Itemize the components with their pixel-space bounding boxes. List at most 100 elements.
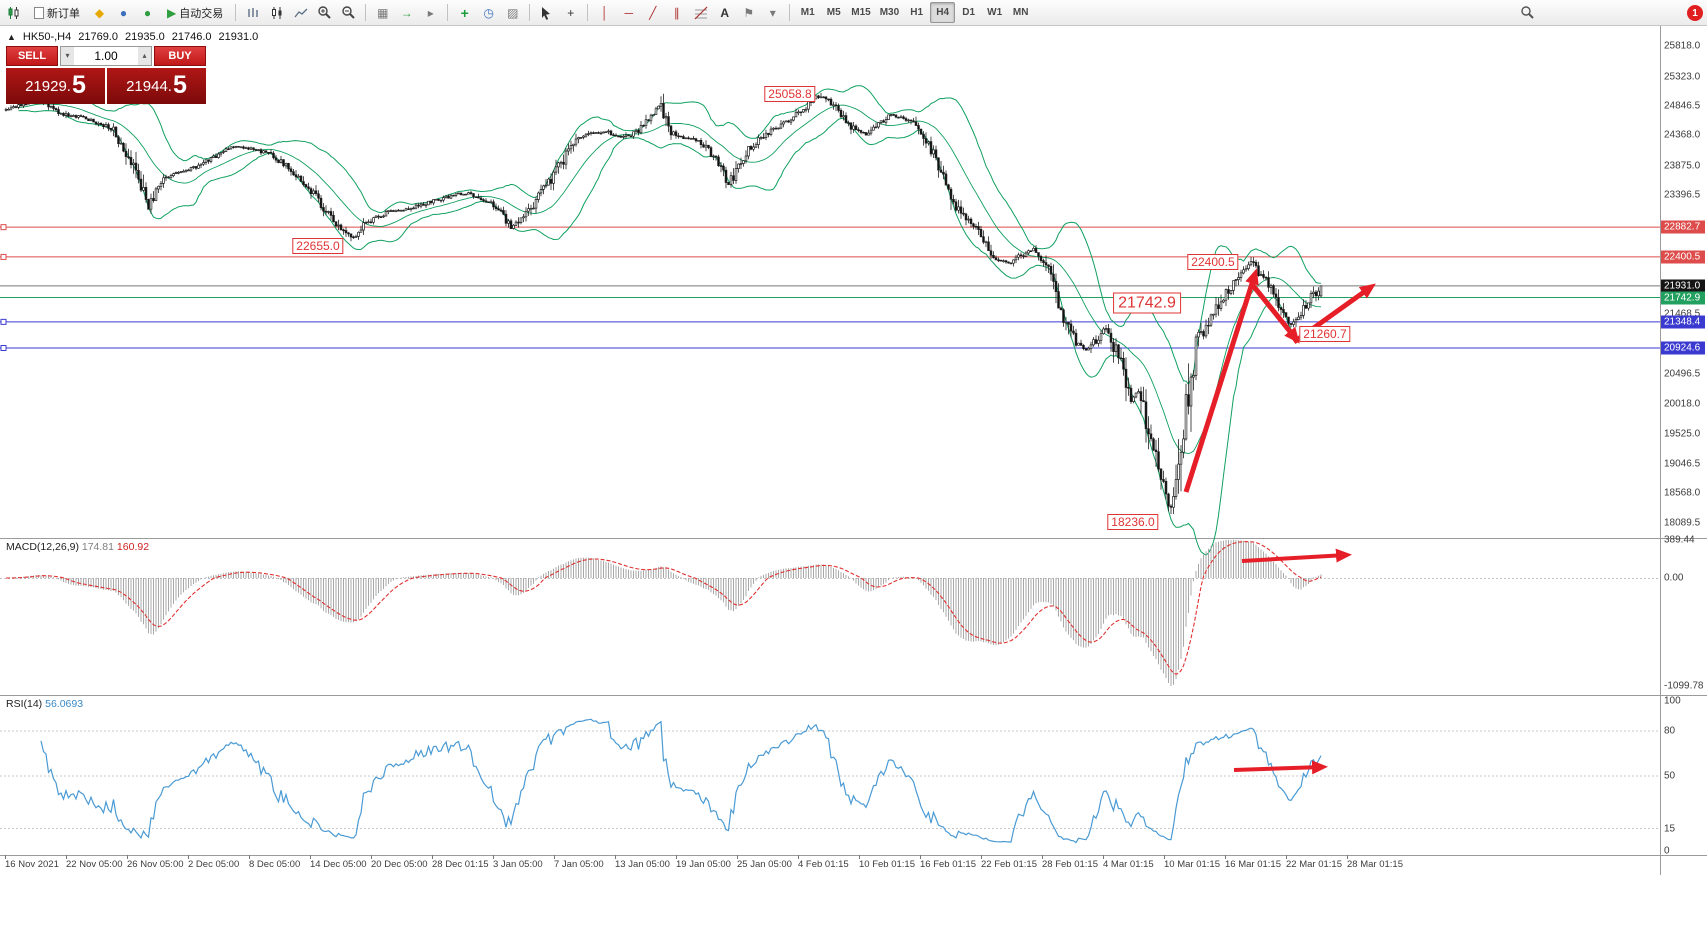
periods-button[interactable]: ◷	[477, 2, 500, 23]
chevron-down-icon: ▾	[769, 5, 776, 20]
toolbar-separator	[529, 4, 531, 21]
sell-price[interactable]: 21929. 5	[6, 68, 105, 104]
zoom-in-icon	[318, 6, 331, 19]
auto-scroll-icon: →	[400, 5, 413, 20]
candlestick-icon	[271, 6, 282, 19]
line-chart-icon	[294, 8, 308, 17]
buy-price-pip: 5	[172, 70, 187, 99]
panel-separators	[0, 26, 1707, 875]
zoom-out-button[interactable]	[337, 2, 360, 23]
level-lines[interactable]	[0, 224, 1660, 352]
timeframe-h1-button[interactable]: H1	[904, 2, 929, 23]
bar-chart-icon	[248, 7, 258, 17]
fibonacci-button[interactable]	[689, 2, 712, 23]
candlestick-button[interactable]	[265, 2, 288, 23]
vertical-line-button[interactable]: │	[593, 2, 616, 23]
volume-down-button[interactable]: ▾	[61, 47, 74, 65]
macd-label: MACD(12,26,9) 174.81 160.92	[6, 541, 149, 553]
templates-button[interactable]: ▨	[501, 2, 524, 23]
candles-layer	[4, 92, 1323, 514]
zoom-in-button[interactable]	[313, 2, 336, 23]
notification-badge[interactable]: 1	[1687, 5, 1703, 21]
volume-value[interactable]: 1.00	[94, 49, 118, 63]
autotrading-button[interactable]: ▶ 自动交易	[160, 2, 230, 23]
templates-icon: ▨	[507, 5, 519, 20]
sell-price-pip: 5	[71, 70, 86, 99]
ohlc-low: 21746.0	[171, 31, 212, 43]
timeframe-mn-button[interactable]: MN	[1008, 2, 1033, 23]
search-icon	[1521, 6, 1534, 19]
symbol-info: ▲ HK50-,H4 21769.0 21935.0 21746.0 21931…	[7, 31, 258, 43]
rsi-layer	[0, 718, 1660, 844]
trendline-button[interactable]: ╱	[641, 2, 664, 23]
bar-chart-button[interactable]	[241, 2, 264, 23]
order-prices-row: 21929. 5 21944. 5	[6, 68, 206, 104]
toolbar-separator	[789, 4, 791, 21]
timeframe-h4-button[interactable]: H4	[930, 2, 956, 23]
buy-button[interactable]: BUY	[154, 46, 206, 66]
cursor-icon	[542, 6, 551, 20]
macd-value-1: 174.81	[81, 541, 114, 553]
order-controls-row: SELL ▾ 1.00 ▴ BUY	[6, 46, 206, 66]
text-button[interactable]: A	[713, 2, 736, 23]
timeframe-w1-button[interactable]: W1	[982, 2, 1007, 23]
rsi-name: RSI(14)	[6, 698, 43, 710]
auto-scroll-button[interactable]: →	[395, 2, 418, 23]
macd-value-2: 160.92	[116, 541, 150, 553]
tile-windows-button[interactable]: ▦	[371, 2, 394, 23]
metaeditor-button[interactable]: ◆	[88, 2, 111, 23]
oneclick-toggle-icon[interactable]: ▲	[7, 32, 16, 42]
rsi-label: RSI(14) 56.0693	[6, 698, 83, 710]
ohlc-high: 21935.0	[124, 31, 165, 43]
main-toolbar: 新订单 ◆ ● ● ▶ 自动交易 ▦ → ▸ + ◷ ▨ + │ ─ ╱ ∥ A…	[0, 0, 1707, 26]
text-tool-icon: A	[720, 5, 730, 20]
toolbar-separator	[587, 4, 589, 21]
new-order-icon	[34, 6, 44, 19]
buy-price[interactable]: 21944. 5	[107, 68, 206, 104]
cursor-button[interactable]	[535, 2, 558, 23]
new-order-button[interactable]: 新订单	[27, 2, 87, 23]
chart-icon	[8, 6, 19, 19]
buy-price-main: 21944.	[126, 77, 172, 95]
expert-advisor-icon: ●	[119, 5, 128, 20]
autotrading-label: 自动交易	[179, 7, 224, 20]
fibonacci-icon	[694, 6, 708, 19]
crosshair-button[interactable]: +	[559, 2, 582, 23]
volume-up-button[interactable]: ▴	[138, 47, 151, 65]
toolbar-separator	[365, 4, 367, 21]
horizontal-line-icon: ─	[624, 5, 633, 20]
new-chart-button[interactable]	[3, 2, 26, 23]
ohlc-open: 21769.0	[78, 31, 118, 43]
flag-icon: ⚑	[743, 5, 755, 20]
channel-button[interactable]: ∥	[665, 2, 688, 23]
one-click-trading-panel: SELL ▾ 1.00 ▴ BUY 21929. 5 21944. 5	[6, 46, 206, 104]
symbol-title: HK50-,H4	[22, 31, 72, 43]
zoom-out-icon	[342, 6, 355, 19]
market-button[interactable]: ●	[136, 2, 159, 23]
ohlc-close: 21931.0	[218, 31, 259, 43]
shapes-button[interactable]: ▾	[761, 2, 784, 23]
toolbar-separator	[235, 4, 237, 21]
timeframe-d1-button[interactable]: D1	[956, 2, 981, 23]
rsi-value: 56.0693	[45, 698, 84, 710]
timeframe-m5-button[interactable]: M5	[821, 2, 846, 23]
periods-clock-icon: ◷	[483, 5, 494, 20]
channel-icon: ∥	[673, 5, 680, 20]
sell-button[interactable]: SELL	[6, 46, 58, 66]
label-button[interactable]: ⚑	[737, 2, 760, 23]
new-order-label: 新订单	[47, 7, 80, 20]
line-chart-button[interactable]	[289, 2, 312, 23]
volume-stepper[interactable]: ▾ 1.00 ▴	[60, 46, 152, 66]
macd-layer	[0, 539, 1660, 686]
trendline-icon: ╱	[649, 5, 657, 20]
macd-name: MACD(12,26,9)	[6, 541, 79, 553]
timeframe-m1-button[interactable]: M1	[795, 2, 820, 23]
experts-button[interactable]: ●	[112, 2, 135, 23]
chart-shift-button[interactable]: ▸	[419, 2, 442, 23]
timeframe-m30-button[interactable]: M30	[876, 2, 903, 23]
timeframe-m15-button[interactable]: M15	[847, 2, 874, 23]
search-button[interactable]	[1516, 2, 1539, 23]
indicators-button[interactable]: +	[453, 2, 476, 23]
horizontal-line-button[interactable]: ─	[617, 2, 640, 23]
